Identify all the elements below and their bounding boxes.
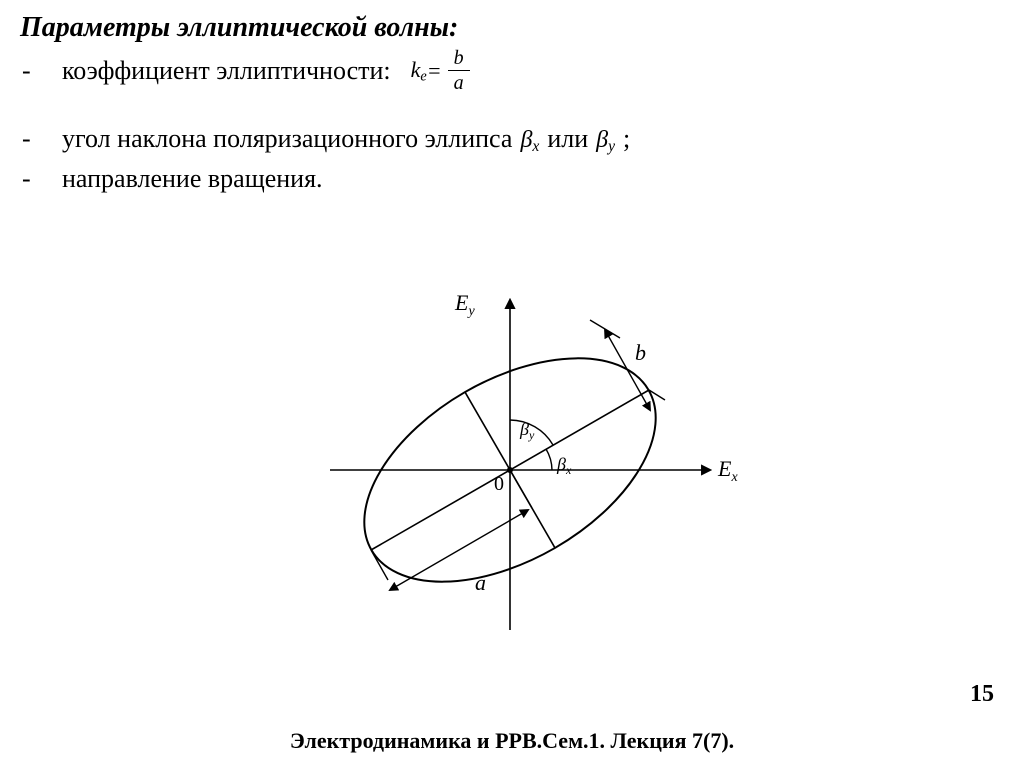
bullet-2-end: ; <box>623 121 630 156</box>
beta-glyph: β <box>596 127 608 153</box>
formula-den: a <box>448 73 470 93</box>
bullet-2-text: угол наклона поляризационного эллипса <box>62 121 512 156</box>
beta-glyph: β <box>520 127 532 153</box>
ey-label: Ey <box>454 290 475 319</box>
beta-x-arc <box>546 449 552 470</box>
footer-text: Электродинамика и РРВ.Сем.1. Лекция 7(7)… <box>0 728 1024 754</box>
formula-eq: = <box>427 56 442 86</box>
bullet-3-text: направление вращения. <box>62 161 323 196</box>
bullet-1: - коэффициент эллиптичности: ke = b a <box>20 48 1004 93</box>
formula-k: k <box>411 57 421 82</box>
beta-y-sub: y <box>608 138 615 155</box>
b-label: b <box>635 340 646 365</box>
page-number: 15 <box>970 681 994 708</box>
beta-x-symbol: βx <box>520 124 539 157</box>
beta-x-label: βx <box>556 454 572 477</box>
fraction-bar <box>448 70 470 71</box>
polarization-ellipse-diagram: 0 Ex Ey b a βx βy <box>280 270 740 650</box>
bullet-list: - коэффициент эллиптичности: ke = b a - … <box>20 48 1004 196</box>
ellipticity-formula: ke = b a <box>411 48 470 93</box>
dash: - <box>20 121 62 156</box>
formula-fraction: b a <box>448 48 470 93</box>
formula-num: b <box>448 48 470 68</box>
dash: - <box>20 161 62 196</box>
origin-label: 0 <box>494 473 504 495</box>
beta-y-symbol: βy <box>596 124 615 157</box>
bullet-3: - направление вращения. <box>20 161 1004 196</box>
beta-x-sub: x <box>532 138 539 155</box>
page-title: Параметры эллиптической волны: <box>20 12 1004 44</box>
beta-y-label: βy <box>519 419 535 442</box>
bullet-1-text: коэффициент эллиптичности: <box>62 53 391 88</box>
ex-label: Ex <box>717 456 738 485</box>
dim-b <box>590 320 665 410</box>
dash: - <box>20 53 62 88</box>
bullet-2: - угол наклона поляризационного эллипса … <box>20 121 1004 157</box>
bullet-2-or: или <box>547 121 588 156</box>
a-label: a <box>475 570 486 595</box>
